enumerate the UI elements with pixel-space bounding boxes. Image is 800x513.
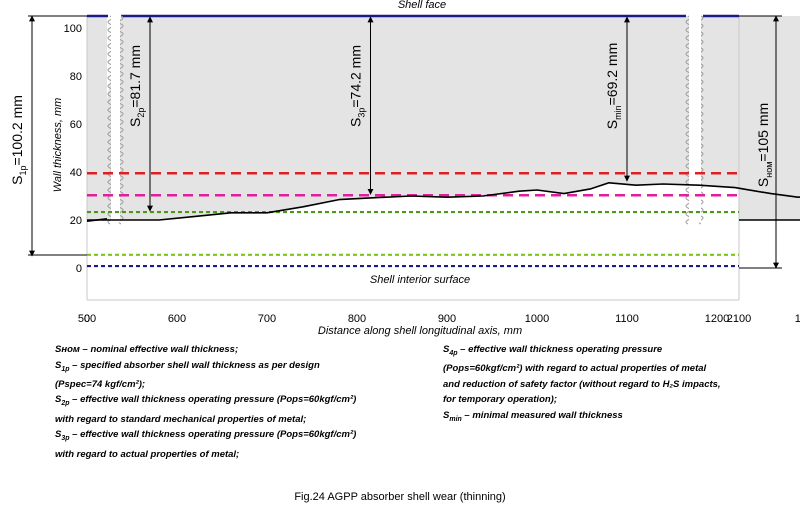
wall-profile-line (87, 182, 800, 221)
snom-dimension-label: Sном=105 mm (755, 103, 774, 187)
legend-subscript: min (449, 415, 462, 423)
legend-entry: S4p – effective wall thickness operating… (443, 342, 788, 361)
legend-entry: for temporary operation); (443, 392, 788, 408)
y-axis-label: Wall thickness, mm (52, 98, 64, 193)
x-tick-label: 0 (84, 313, 90, 325)
legend-text: with regard to standard mechanical prope… (55, 413, 307, 425)
legend-symbol: Sном (55, 344, 80, 355)
x-tick-label: 500 (78, 313, 96, 325)
axis-labels: Shell face Shell interior surface Distan… (52, 0, 522, 337)
x-tick-label: 2100 (727, 313, 751, 325)
y-tick-label: 80 (70, 71, 82, 83)
legend-text: – effective wall thickness operating pre… (69, 429, 357, 441)
legend-subscript: 2p (61, 400, 70, 408)
legend-entry: (Pops=60kgf/cm²) with regard to actual p… (443, 361, 788, 377)
legend-entry: with regard to actual properties of meta… (55, 447, 435, 463)
legend-text: – effective wall thickness operating pre… (457, 344, 663, 355)
x-tick-label: 1200 (705, 313, 729, 325)
x-tick-label: 800 (348, 313, 366, 325)
measurement-label: S3p=74.2 mm (348, 45, 367, 127)
legend-entry: S3p – effective wall thickness operating… (55, 427, 435, 446)
figure-caption: Fig.24 AGPP absorber shell wear (thinnin… (294, 491, 506, 503)
y-tick-label: 60 (70, 119, 82, 131)
legend-symbol: S (443, 409, 450, 421)
legend-subscript: 4p (449, 349, 458, 357)
plot-frame (86, 14, 740, 301)
s1p-dimension-label: S1p=100.2 mm (9, 95, 28, 185)
measurement-label: Smin=69.2 mm (604, 43, 623, 130)
x-tick-label: 900 (438, 313, 456, 325)
legend-entry: with regard to standard mechanical prope… (55, 412, 435, 428)
legend-entry: S1p – specified absorber shell wall thic… (55, 358, 435, 377)
legend-subscript: 3p (61, 435, 70, 443)
legend-text: – effective wall thickness operating pre… (69, 394, 357, 406)
x-axis-label: Distance along shell longitudinal axis, … (318, 325, 522, 337)
y-tick-label: 100 (64, 23, 82, 35)
legend-text: and reduction of safety factor (without … (443, 378, 721, 390)
legend-text: – minimal measured wall thickness (461, 409, 623, 421)
break-gap (111, 14, 120, 223)
legend-entry: S2p – effective wall thickness operating… (55, 392, 435, 411)
x-tick-label: 600 (168, 313, 186, 325)
legend-symbol: S (443, 344, 450, 355)
legend-entry: Sном – nominal effective wall thickness; (55, 342, 435, 358)
y-tick-label: 20 (70, 215, 82, 227)
legend-text: with regard to actual properties of meta… (55, 448, 240, 460)
y-tick-label: 0 (76, 263, 82, 275)
legend-entry: Smin – minimal measured wall thickness (443, 408, 788, 427)
legend-entry: (Pspec=74 kgf/cm²); (55, 377, 435, 393)
x-tick-label: 1100 (615, 313, 639, 325)
legend-entry: and reduction of safety factor (without … (443, 377, 788, 393)
legend-text: (Pops=60kgf/cm²) with regard to actual p… (443, 363, 707, 375)
shell-face-label: Shell face (398, 0, 446, 11)
shade-region (87, 16, 800, 220)
legend-symbol: S (55, 359, 62, 371)
y-tick-label: 40 (70, 167, 82, 179)
legend-left: Sном – nominal effective wall thickness;… (55, 342, 435, 462)
measurement-label: S2p=81.7 mm (127, 45, 146, 127)
legend-text: (Pspec=74 kgf/cm²); (55, 378, 146, 390)
legend-symbol: S (55, 429, 62, 441)
x-tick-label: 1300 (795, 313, 800, 325)
legend-right: S4p – effective wall thickness operating… (443, 342, 788, 427)
legend-text: – nominal effective wall thickness; (79, 344, 239, 355)
shell-interior-label: Shell interior surface (370, 274, 470, 286)
wall-profile (86, 182, 800, 222)
legend-text: for temporary operation); (443, 394, 558, 406)
x-tick-label: 700 (258, 313, 276, 325)
legend-subscript: 1p (61, 365, 70, 373)
break-gap (689, 14, 701, 223)
x-tick-label: 1000 (525, 313, 549, 325)
legend-text: – specified absorber shell wall thicknes… (69, 359, 320, 371)
legend-symbol: S (55, 394, 62, 406)
